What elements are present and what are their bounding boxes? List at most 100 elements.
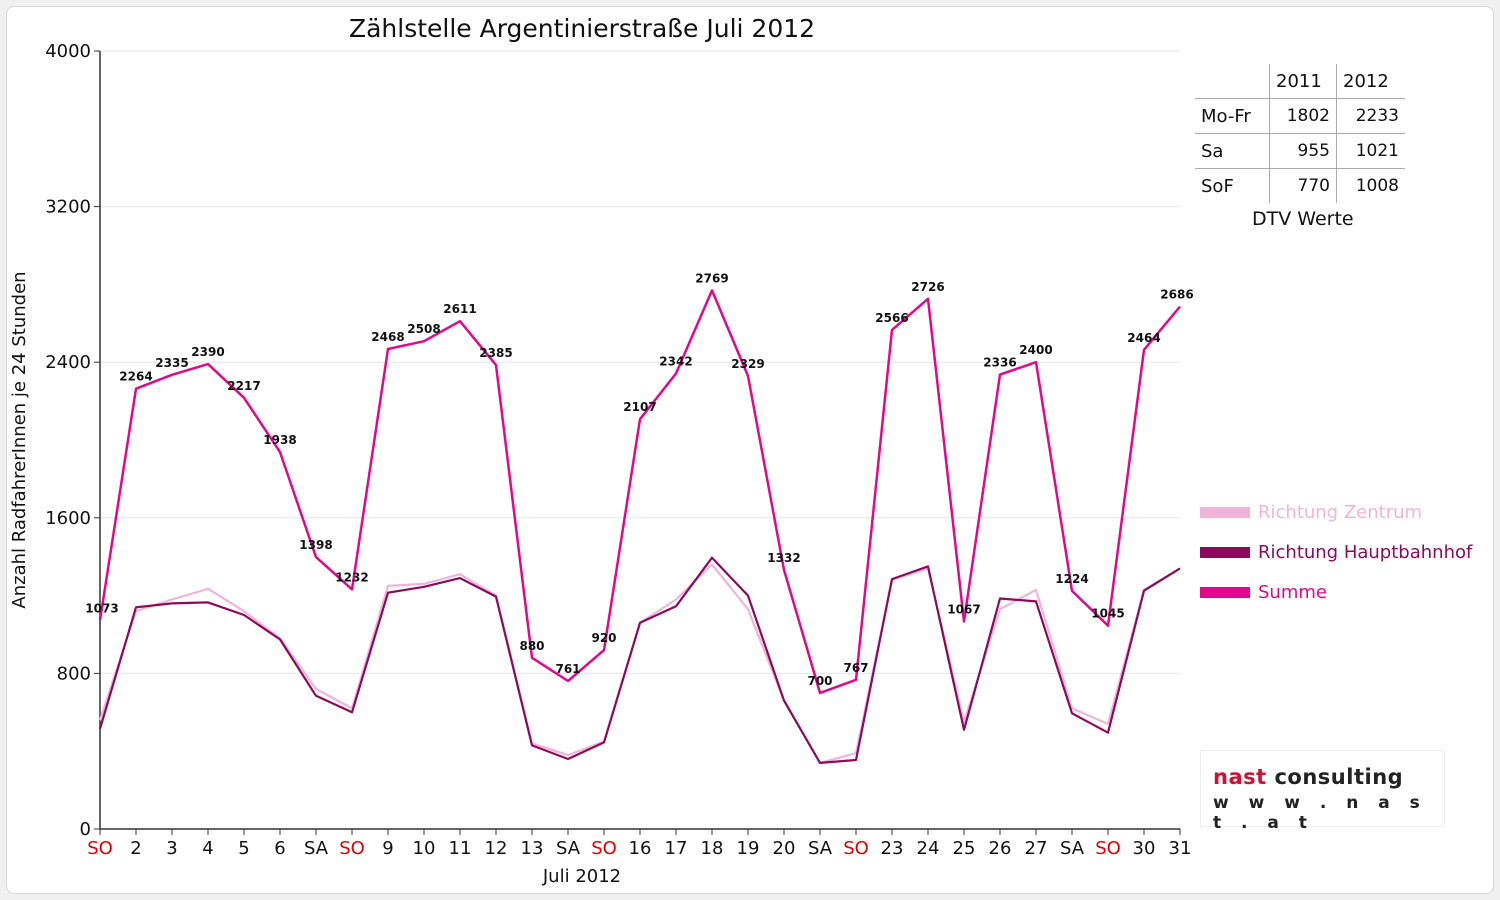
x-tick-label: 4 <box>202 838 213 859</box>
legend-label: Summe <box>1258 581 1327 603</box>
data-label: 1938 <box>263 433 296 447</box>
x-tick-label: 30 <box>1133 838 1156 859</box>
axes <box>99 51 1180 830</box>
x-tick-label: 27 <box>1025 838 1048 859</box>
dtv-cell: 2233 <box>1336 98 1405 134</box>
logo-wordmark: nast consulting <box>1213 765 1403 789</box>
dtv-row-label: Sa <box>1195 133 1270 169</box>
dtv-cell: 955 <box>1269 133 1337 169</box>
x-tick-label: SO <box>591 838 617 859</box>
company-logo: nast consulting w w w . n a s t . a t <box>1200 750 1445 833</box>
dtv-header-blank <box>1195 64 1270 99</box>
legend-item-summe: Summe <box>1200 572 1472 612</box>
legend-item-zentrum: Richtung Zentrum <box>1200 492 1472 532</box>
data-label: 920 <box>591 631 616 645</box>
data-label: 2769 <box>695 271 728 285</box>
y-tick-label: 1600 <box>45 508 91 529</box>
x-tick-label: SA <box>304 838 329 859</box>
y-axis-ticks: 0 800 1600 2400 3200 4000 <box>45 41 100 840</box>
y-tick-label: 3200 <box>45 197 91 218</box>
dtv-table: 2011 2012 Mo-Fr 1802 2233 Sa 955 1021 So… <box>1195 64 1405 203</box>
x-tick-label: SO <box>87 838 113 859</box>
data-label: 2217 <box>227 379 260 393</box>
x-tick-label: SA <box>556 838 581 859</box>
x-tick-label: 11 <box>449 838 472 859</box>
legend-label: Richtung Hauptbahnhof <box>1258 541 1473 563</box>
x-tick-label: 25 <box>953 838 976 859</box>
data-label: 1332 <box>767 551 800 565</box>
data-label: 2508 <box>407 322 440 336</box>
data-label: 2566 <box>875 311 908 325</box>
series-lines <box>98 289 1181 765</box>
dtv-cell: 1802 <box>1269 98 1337 134</box>
data-label: 1045 <box>1091 607 1124 621</box>
data-label: 1232 <box>335 570 368 584</box>
data-label: 2464 <box>1127 331 1160 345</box>
x-tick-label: 9 <box>382 838 393 859</box>
legend: Richtung Zentrum Richtung Hauptbahnhof S… <box>1200 492 1472 612</box>
dtv-header-2012: 2012 <box>1336 64 1405 99</box>
x-tick-label: 26 <box>989 838 1012 859</box>
legend-swatch <box>1200 586 1250 598</box>
dtv-header-2011: 2011 <box>1269 64 1337 99</box>
legend-label: Richtung Zentrum <box>1258 501 1423 523</box>
legend-swatch <box>1200 546 1250 558</box>
x-tick-label: SO <box>843 838 869 859</box>
series-line-summe <box>98 289 1181 695</box>
data-label: 2264 <box>119 370 152 384</box>
y-tick-label: 0 <box>80 819 91 840</box>
chart-title: Zählstelle Argentinierstraße Juli 2012 <box>349 14 815 43</box>
data-label: 1398 <box>299 538 332 552</box>
data-label: 1067 <box>947 602 980 616</box>
series-line-zentrum <box>98 563 1181 765</box>
dtv-cell: 1021 <box>1336 133 1405 169</box>
x-axis-ticks: SO 2 3 4 5 6 SA SO 9 10 11 12 13 SA SO 16 17 18 19 20 SA SO 23… <box>87 829 1191 859</box>
legend-swatch <box>1200 506 1250 518</box>
x-tick-label: 24 <box>917 838 940 859</box>
x-tick-label: 2 <box>130 838 141 859</box>
logo-rest: consulting <box>1266 765 1404 789</box>
data-label: 2342 <box>659 354 692 368</box>
data-label: 767 <box>843 661 868 675</box>
x-tick-label: 5 <box>238 838 249 859</box>
data-label: 880 <box>519 639 544 653</box>
dtv-cell: 1008 <box>1355 176 1399 196</box>
x-tick-label: SO <box>1095 838 1121 859</box>
x-tick-label: 6 <box>274 838 285 859</box>
x-tick-label: 12 <box>485 838 508 859</box>
x-tick-label: SA <box>808 838 833 859</box>
data-label: 761 <box>555 662 580 676</box>
data-label: 2336 <box>983 356 1016 370</box>
x-tick-label: 19 <box>737 838 760 859</box>
grid <box>100 50 1180 674</box>
x-tick-label: 17 <box>665 838 688 859</box>
x-tick-label: 3 <box>166 838 177 859</box>
data-label: 1073 <box>85 601 118 615</box>
y-tick-label: 4000 <box>45 41 91 62</box>
data-label: 2385 <box>479 346 512 360</box>
data-label: 1224 <box>1055 572 1088 586</box>
x-tick-label: 10 <box>413 838 436 859</box>
data-label: 2611 <box>443 302 476 316</box>
dtv-caption: DTV Werte <box>1252 208 1354 230</box>
x-tick-label: 13 <box>521 838 544 859</box>
logo-url: w w w . n a s t . a t <box>1213 793 1427 833</box>
data-label: 2726 <box>911 280 944 294</box>
series-line-hauptbahnhof <box>98 556 1181 765</box>
dtv-cell: 770 <box>1269 168 1337 203</box>
data-label: 2329 <box>731 357 764 371</box>
x-tick-label: SO <box>339 838 365 859</box>
data-label: 700 <box>807 674 832 688</box>
x-tick-label: 31 <box>1169 838 1192 859</box>
legend-item-hauptbahnhof: Richtung Hauptbahnhof <box>1200 532 1472 572</box>
data-label: 2390 <box>191 345 224 359</box>
x-tick-label: 16 <box>629 838 652 859</box>
x-tick-label: 18 <box>701 838 724 859</box>
y-tick-label: 2400 <box>45 352 91 373</box>
dtv-row-label: SoF <box>1195 168 1270 203</box>
data-label: 2468 <box>371 330 404 344</box>
y-tick-label: 800 <box>57 663 91 684</box>
data-label: 2686 <box>1160 288 1193 302</box>
